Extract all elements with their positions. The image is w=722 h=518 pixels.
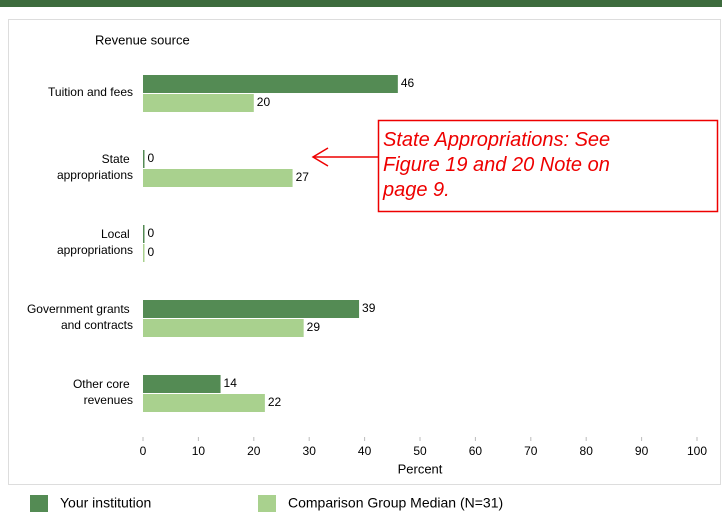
- value-label: 27: [296, 170, 310, 184]
- category-label: Tuition and fees: [48, 85, 133, 99]
- value-label: 22: [268, 395, 282, 409]
- y-axis-title: Revenue source: [95, 32, 190, 47]
- category-label: State appropriations: [57, 152, 133, 182]
- category-label: Other core revenues: [73, 377, 133, 407]
- x-tick-label: 30: [303, 444, 317, 458]
- value-label: 20: [257, 95, 271, 109]
- value-label: 0: [148, 226, 155, 240]
- x-tick-label: 50: [413, 444, 427, 458]
- top-bar: [0, 0, 722, 7]
- value-label: 14: [224, 376, 238, 390]
- x-tick-label: 90: [635, 444, 649, 458]
- annotation-text: State Appropriations: See Figure 19 and …: [382, 129, 616, 201]
- x-tick-label: 20: [247, 444, 261, 458]
- bar: [143, 375, 221, 393]
- x-tick-label: 0: [140, 444, 147, 458]
- value-label: 0: [148, 245, 155, 259]
- x-tick-label: 10: [192, 444, 206, 458]
- category-label: Local appropriations: [57, 227, 133, 257]
- annotation-box: [377, 119, 719, 213]
- bar: [143, 150, 145, 168]
- value-label: 46: [401, 76, 415, 90]
- x-axis-title: Percent: [398, 461, 443, 476]
- legend-swatch: [30, 495, 48, 512]
- bar: [143, 169, 293, 187]
- x-tick-label: 60: [469, 444, 483, 458]
- bar: [143, 319, 304, 337]
- value-label: 29: [307, 320, 321, 334]
- bar: [143, 300, 360, 318]
- bar: [143, 244, 145, 262]
- value-label: 0: [148, 151, 155, 165]
- legend-swatch: [258, 495, 276, 512]
- x-tick-label: 40: [358, 444, 372, 458]
- value-label: 39: [362, 301, 376, 315]
- legend-label: Comparison Group Median (N=31): [288, 495, 503, 511]
- x-tick-label: 80: [580, 444, 594, 458]
- category-label: Government grants and contracts: [27, 302, 133, 332]
- bar: [143, 94, 254, 112]
- annotation-arrowhead: [311, 147, 329, 167]
- bar: [143, 394, 265, 412]
- x-tick-label: 100: [687, 444, 707, 458]
- bar: [143, 75, 398, 93]
- bar: [143, 225, 145, 243]
- legend-label: Your institution: [60, 495, 151, 511]
- chart-panel: [8, 19, 721, 485]
- x-tick-label: 70: [524, 444, 538, 458]
